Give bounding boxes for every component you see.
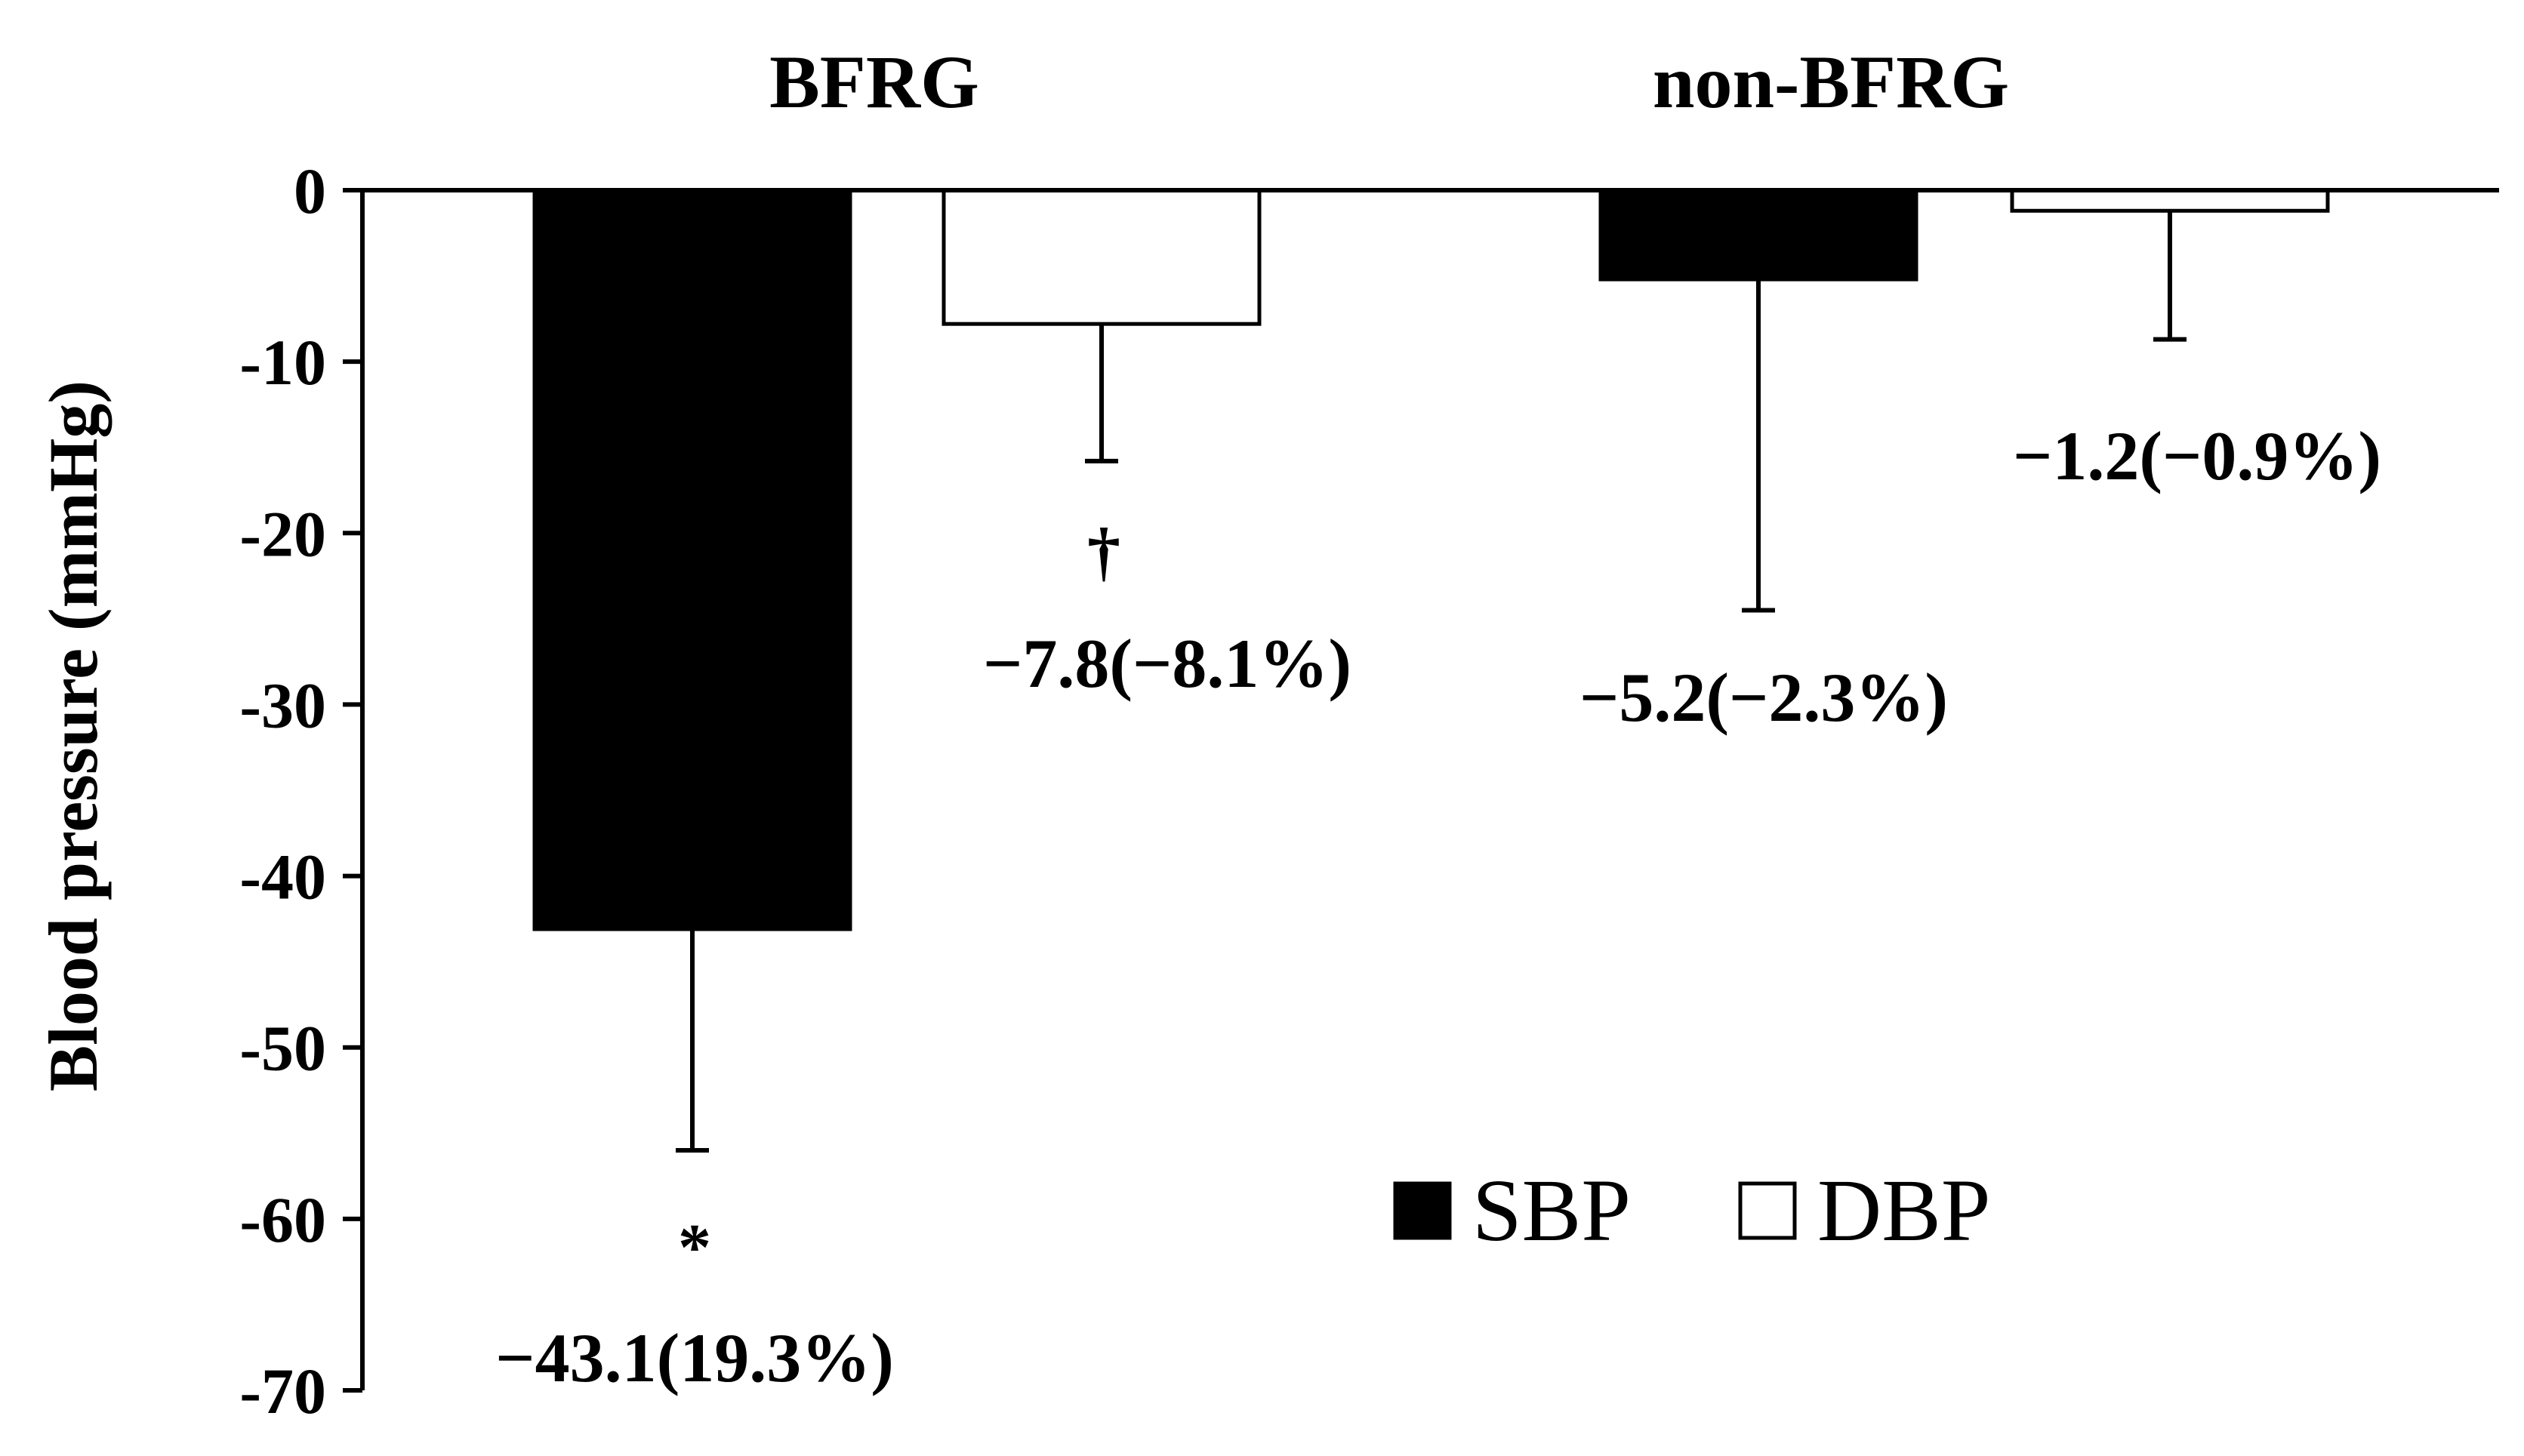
category-label: non-BFRG	[1653, 40, 2009, 124]
bar	[1598, 188, 1918, 282]
y-tick-label: -40	[239, 841, 326, 913]
bar-annotations: * −43.1(19.3%) −5.2(−2.3%) † −7.8(−8.1%) −1.2…	[495, 417, 2381, 1396]
data-label: −1.2(−0.9%)	[2013, 417, 2381, 494]
legend-swatch	[1738, 1181, 1797, 1240]
y-tick-label: -10	[239, 326, 326, 399]
legend-label: DBP	[1817, 1161, 1991, 1260]
y-axis-label: Blood pressure (mmHg)	[35, 380, 112, 1091]
y-axis: 0 -10 -20 -30 -40 -50 -60 -70	[239, 155, 2499, 1427]
category-label: BFRG	[769, 40, 979, 124]
legend: SBP DBP	[1393, 1161, 1991, 1260]
y-tick-label: -60	[239, 1184, 326, 1256]
y-tick-label: -30	[239, 669, 326, 741]
data-label: −7.8(−8.1%)	[983, 625, 1351, 702]
y-tick-label: 0	[294, 155, 326, 227]
significance-marker: *	[678, 1211, 711, 1285]
bar	[2010, 188, 2330, 213]
data-label: −5.2(−2.3%)	[1579, 659, 1948, 736]
bar	[941, 188, 1262, 326]
bar	[532, 188, 852, 931]
significance-marker: †	[1087, 516, 1120, 589]
y-tick-label: -70	[239, 1355, 326, 1427]
legend-swatch	[1393, 1181, 1452, 1240]
data-label: −43.1(19.3%)	[495, 1319, 894, 1396]
bars	[532, 188, 2330, 931]
y-tick-label: -50	[239, 1012, 326, 1085]
error-bars	[676, 211, 2187, 1153]
category-labels: BFRG non-BFRG	[769, 40, 2009, 124]
legend-label: SBP	[1472, 1161, 1631, 1260]
y-tick-label: -20	[239, 497, 326, 570]
